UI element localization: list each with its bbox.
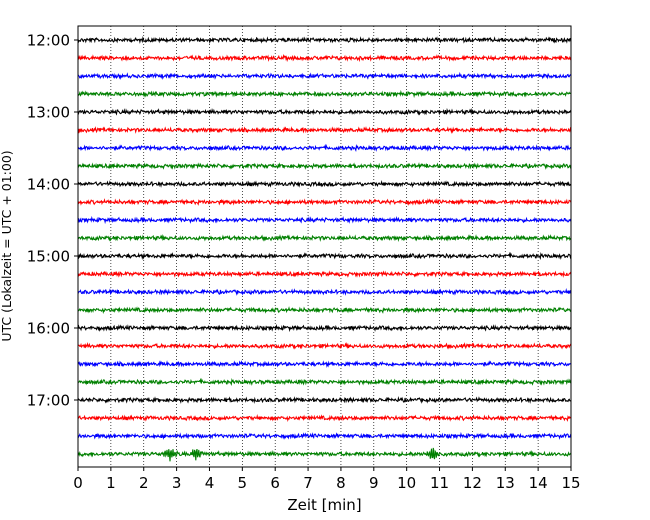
x-tick-label: 15 [561, 474, 580, 492]
x-tick-label: 4 [205, 474, 215, 492]
y-tick-label: 12:00 [27, 32, 70, 50]
x-axis-label: Zeit [min] [287, 496, 361, 514]
y-tick-label: 17:00 [27, 392, 70, 410]
x-tick-label: 1 [106, 474, 116, 492]
y-tick-label: 13:00 [27, 104, 70, 122]
trace-line-1345 [77, 162, 572, 170]
x-tick-label: 11 [430, 474, 449, 492]
trace-line-1445 [77, 233, 572, 243]
y-tick-label: 15:00 [27, 248, 70, 266]
x-tick-label: 7 [303, 474, 313, 492]
x-tick-label: 6 [270, 474, 280, 492]
trace-line-1200 [77, 35, 572, 45]
trace-line-1700 [77, 396, 572, 404]
trace-line-1300 [77, 107, 572, 116]
trace-line-1315 [77, 126, 572, 134]
trace-line-1615 [77, 341, 572, 350]
trace-line-1500 [77, 251, 572, 261]
x-tick-label: 9 [369, 474, 379, 492]
x-tick-label: 2 [139, 474, 149, 492]
trace-line-1415 [77, 198, 572, 206]
x-tick-label: 3 [172, 474, 182, 492]
trace-line-1730 [77, 431, 572, 441]
x-tick-label: 14 [529, 474, 548, 492]
y-tick-label: 14:00 [27, 176, 70, 194]
trace-line-1530 [77, 287, 572, 296]
trace-line-1330 [77, 143, 572, 153]
trace-line-1245 [77, 89, 572, 99]
trace-line-1515 [77, 270, 572, 278]
trace-line-1715 [77, 413, 572, 423]
trace-line-1745 [78, 447, 572, 462]
y-tick-label: 16:00 [27, 320, 70, 338]
x-tick-label: 5 [238, 474, 248, 492]
trace-line-1230 [77, 71, 572, 80]
trace-line-1215 [77, 53, 572, 63]
x-tick-label: 13 [496, 474, 515, 492]
y-axis: 12:00 13:00 14:00 15:00 16:00 17:00 [27, 32, 78, 410]
trace-line-1645 [77, 377, 572, 387]
x-axis: 0 1 2 3 4 5 6 7 8 9 10 11 12 13 14 15 [73, 467, 581, 492]
x-tick-label: 8 [336, 474, 346, 492]
trace-line-1400 [77, 179, 572, 189]
x-tick-label: 10 [397, 474, 416, 492]
y-axis-label: UTC (Lokalzeit = UTC + 01:00) [0, 150, 14, 341]
trace-line-1600 [77, 323, 572, 333]
x-tick-label: 0 [73, 474, 83, 492]
x-tick-label: 12 [463, 474, 482, 492]
traces [77, 35, 572, 462]
trace-line-1630 [77, 360, 572, 368]
plot-frame [77, 25, 572, 468]
trace-line-1545 [77, 306, 572, 315]
trace-line-1430 [77, 215, 572, 225]
